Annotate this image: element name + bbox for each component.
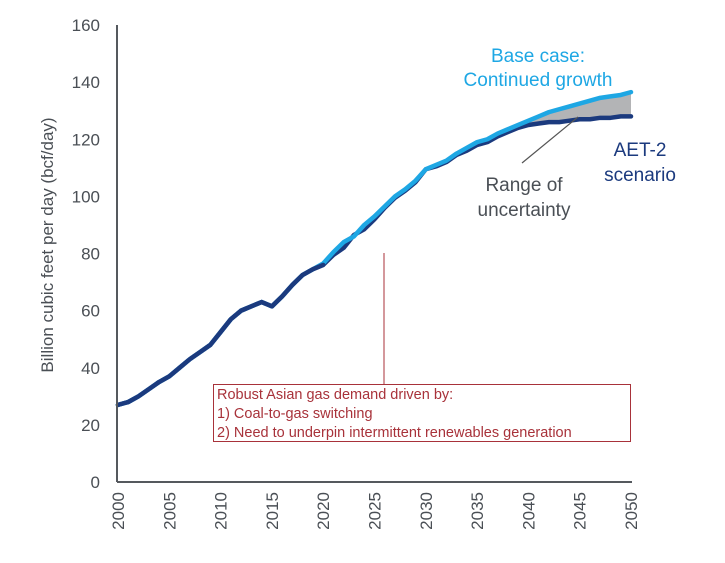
- range-label-2: uncertainty: [478, 200, 571, 221]
- x-tick-label: 2025: [366, 492, 385, 530]
- range-pointer-line: [521, 116, 579, 164]
- y-tick-label: 80: [81, 245, 100, 264]
- annotation-box: Robust Asian gas demand driven by: 1) Co…: [213, 384, 631, 442]
- annotation-line: 1) Coal-to-gas switching: [217, 406, 373, 422]
- x-tick-label: 2050: [622, 492, 641, 530]
- x-tick-label: 2020: [314, 492, 333, 530]
- base-case-label: Base case:: [491, 46, 585, 67]
- range-label: Range of: [485, 175, 563, 196]
- aet-2-label-2: scenario: [604, 165, 676, 186]
- x-tick-label: 2005: [160, 492, 179, 530]
- y-tick-label: 140: [72, 73, 100, 92]
- y-tick-label: 100: [72, 187, 100, 206]
- aet-2-label: AET-2: [614, 140, 667, 161]
- x-tick-label: 2010: [212, 492, 231, 530]
- annotation-line: 2) Need to underpin intermittent renewab…: [217, 425, 572, 441]
- y-tick-label: 20: [81, 416, 100, 435]
- x-tick-label: 2045: [571, 492, 590, 530]
- x-tick-label: 2040: [519, 492, 538, 530]
- y-tick-label: 40: [81, 359, 100, 378]
- series-aet-2-line: [115, 114, 634, 408]
- annotation-line: Robust Asian gas demand driven by:: [217, 387, 454, 403]
- x-tick-label: 2015: [263, 492, 282, 530]
- y-tick-label: 120: [72, 130, 100, 149]
- x-tick-label: 2000: [109, 492, 128, 530]
- x-tick-label: 2030: [417, 492, 436, 530]
- base-case-label-2: Continued growth: [464, 70, 613, 91]
- y-tick-label: 160: [72, 16, 100, 35]
- y-axis-label: Billion cubic feet per day (bcf/day): [38, 117, 57, 372]
- x-tick-label: 2035: [468, 492, 487, 530]
- y-tick-label: 0: [91, 473, 100, 492]
- series-aet-2-line-early: [115, 262, 326, 408]
- y-tick-label: 60: [81, 302, 100, 321]
